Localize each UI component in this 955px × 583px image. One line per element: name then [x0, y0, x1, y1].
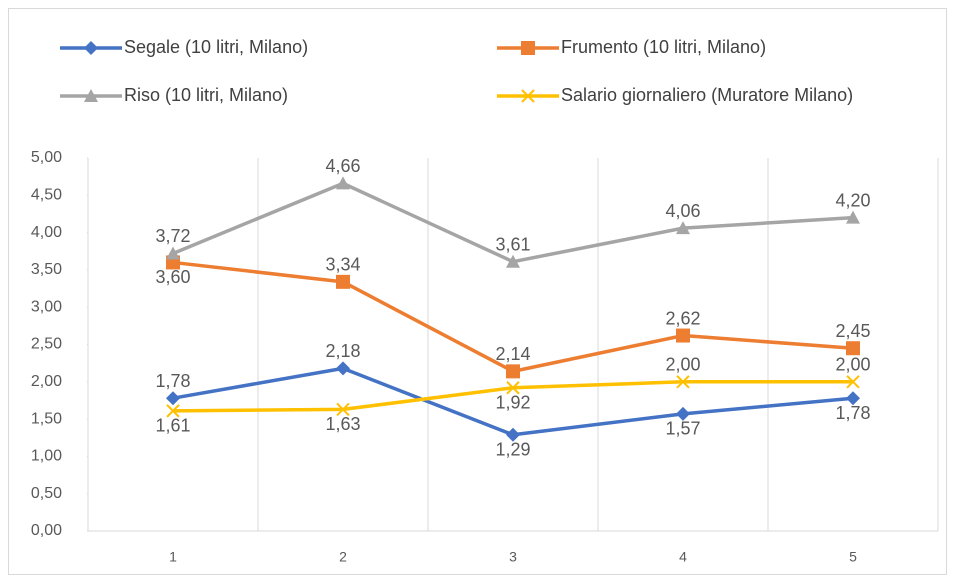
- data-label: 2,00: [665, 355, 700, 375]
- y-tick-label: 4,50: [31, 187, 62, 204]
- data-label: 3,61: [495, 234, 530, 254]
- legend-label: Riso (10 litri, Milano): [124, 85, 288, 105]
- data-label: 3,72: [155, 226, 190, 246]
- marker-shape: [846, 391, 860, 406]
- marker: [336, 274, 350, 289]
- data-label: 1,78: [835, 403, 870, 423]
- y-tick-label: 0,50: [31, 485, 62, 502]
- data-label: 1,61: [155, 416, 190, 436]
- marker-shape: [676, 406, 690, 421]
- marker-shape: [846, 341, 860, 356]
- marker: [676, 328, 690, 343]
- y-tick-label: 4,00: [31, 224, 62, 241]
- marker: [676, 375, 690, 389]
- marker-shape: [676, 375, 690, 389]
- marker-shape: [84, 41, 98, 55]
- marker-shape: [846, 210, 860, 224]
- marker-shape: [166, 404, 180, 418]
- marker: [846, 341, 860, 356]
- x-tick-label: 5: [849, 549, 857, 565]
- marker: [506, 254, 520, 268]
- legend-label: Salario giornaliero (Muratore Milano): [561, 85, 853, 105]
- marker-shape: [506, 254, 520, 268]
- data-label: 2,00: [835, 355, 870, 375]
- marker-shape: [84, 89, 98, 102]
- marker: [166, 391, 180, 406]
- data-label: 4,06: [665, 201, 700, 221]
- marker: [676, 406, 690, 421]
- marker-shape: [676, 221, 690, 235]
- marker-shape: [336, 274, 350, 289]
- legend-label: Frumento (10 litri, Milano): [561, 37, 766, 57]
- marker-shape: [521, 89, 535, 103]
- marker-shape: [676, 328, 690, 343]
- marker: [336, 361, 350, 376]
- data-label: 2,45: [835, 321, 870, 341]
- data-label: 2,62: [665, 308, 700, 328]
- marker: [506, 381, 520, 395]
- y-tick-label: 1,00: [31, 448, 62, 465]
- x-tick-label: 3: [509, 549, 517, 565]
- y-tick-label: 1,50: [31, 410, 62, 427]
- marker: [506, 364, 520, 379]
- marker: [166, 246, 180, 260]
- y-tick-label: 3,50: [31, 261, 62, 278]
- marker: [521, 41, 535, 55]
- marker-shape: [166, 246, 180, 260]
- marker-shape: [521, 41, 535, 55]
- marker: [506, 427, 520, 442]
- marker: [846, 375, 860, 389]
- data-label: 3,34: [325, 255, 360, 275]
- data-label: 1,57: [665, 419, 700, 439]
- x-tick-label: 4: [679, 549, 687, 565]
- marker-shape: [506, 364, 520, 379]
- marker: [84, 41, 98, 55]
- marker: [336, 176, 350, 190]
- marker-shape: [506, 381, 520, 395]
- marker: [84, 89, 98, 102]
- marker: [846, 391, 860, 406]
- marker-shape: [336, 361, 350, 376]
- marker-shape: [336, 176, 350, 190]
- legend-label: Segale (10 litri, Milano): [124, 37, 308, 57]
- data-label: 1,78: [155, 371, 190, 391]
- marker: [676, 221, 690, 235]
- marker-shape: [506, 427, 520, 442]
- data-label: 1,63: [325, 414, 360, 434]
- marker: [846, 210, 860, 224]
- data-label: 2,18: [325, 341, 360, 361]
- data-label: 4,66: [325, 156, 360, 176]
- y-tick-label: 2,00: [31, 373, 62, 390]
- chart-border: [8, 8, 947, 575]
- y-tick-label: 0,00: [31, 522, 62, 539]
- data-label: 4,20: [835, 190, 870, 210]
- marker: [336, 402, 350, 417]
- marker-shape: [336, 402, 350, 417]
- marker: [166, 404, 180, 418]
- data-label: 1,29: [495, 440, 530, 460]
- data-label: 1,92: [495, 393, 530, 413]
- marker-shape: [166, 391, 180, 406]
- x-tick-label: 2: [339, 549, 347, 565]
- data-label: 3,60: [155, 267, 190, 287]
- y-tick-label: 3,00: [31, 298, 62, 315]
- data-label: 2,14: [495, 344, 530, 364]
- marker: [521, 89, 535, 103]
- y-tick-label: 5,00: [31, 149, 62, 166]
- marker-shape: [846, 375, 860, 389]
- x-tick-label: 1: [169, 549, 177, 565]
- y-tick-label: 2,50: [31, 336, 62, 353]
